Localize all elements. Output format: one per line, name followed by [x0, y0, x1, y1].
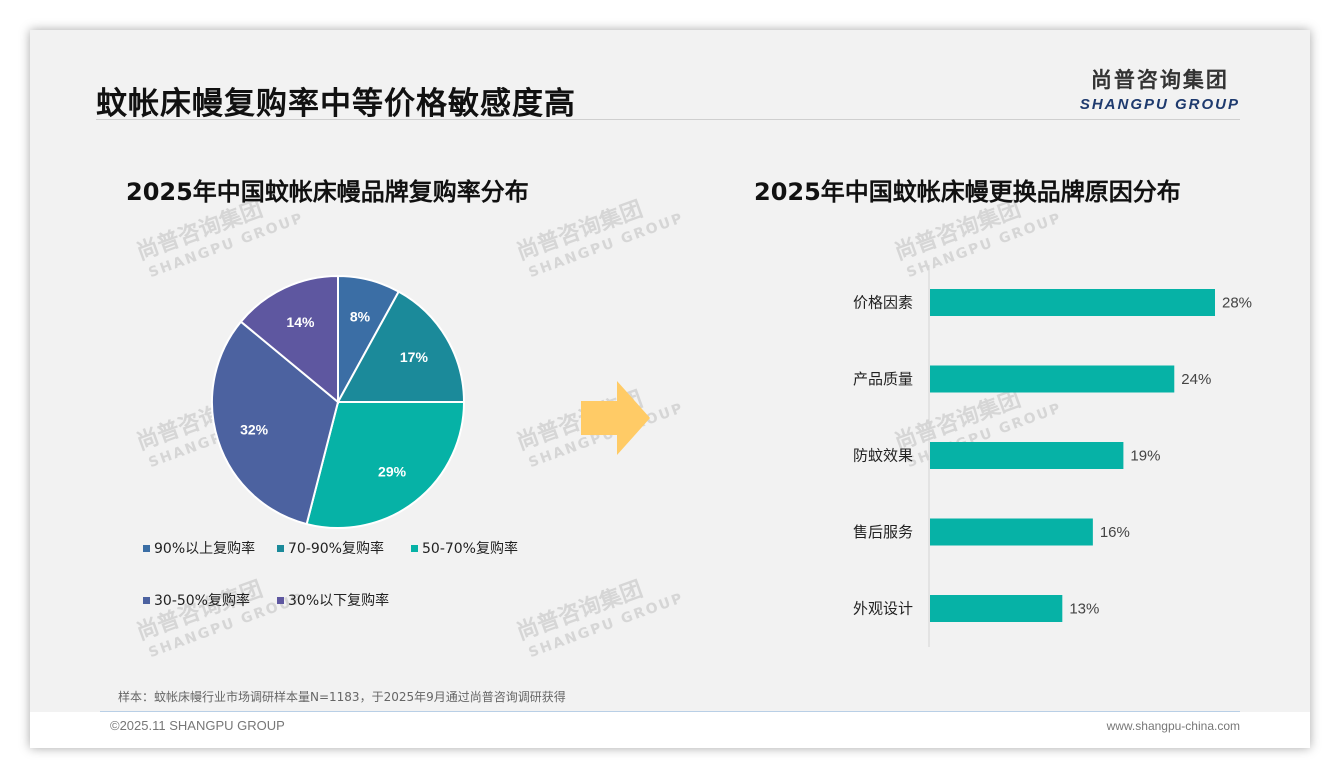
footer-divider — [100, 711, 1240, 712]
legend-item: 70-90%复购率 — [277, 538, 384, 558]
bar — [930, 365, 1175, 393]
legend-item: 50-70%复购率 — [411, 538, 518, 558]
legend-label: 30%以下复购率 — [288, 593, 390, 609]
footer-copyright: ©2025.11 SHANGPU GROUP — [110, 718, 285, 733]
pie-chart: 8% 17% 29% 32% 14% — [211, 274, 466, 529]
bar-category-label: 售后服务 — [853, 523, 913, 541]
slide: 蚊帐床幔复购率中等价格敏感度高 尚普咨询集团 SHANGPU GROUP 尚普咨… — [30, 30, 1310, 748]
bar-chart: 价格因素 28% 产品质量 24% 防蚊效果 19% 售后服务 16% 外观设计 13% — [853, 265, 1252, 647]
legend-swatch — [411, 545, 418, 552]
legend-swatch — [143, 597, 150, 604]
legend-label: 50-70%复购率 — [422, 541, 518, 557]
arrow — [581, 381, 650, 455]
logo: 尚普咨询集团 SHANGPU GROUP — [1080, 64, 1240, 113]
bar — [930, 442, 1124, 469]
legend-label: 30-50%复购率 — [154, 593, 250, 609]
pie-data-label: 17% — [400, 349, 429, 365]
pie-slice-2 — [336, 290, 466, 403]
pie-slice-4 — [211, 320, 340, 526]
bar-category-label: 价格因素 — [853, 294, 913, 312]
pie-data-label: 32% — [240, 421, 269, 437]
logo-en: SHANGPU GROUP — [1079, 96, 1240, 113]
logo-cn: 尚普咨询集团 — [1090, 68, 1229, 92]
footer-website: www.shangpu-china.com — [1106, 719, 1240, 733]
title-divider — [96, 119, 1240, 120]
bar-chart-title: 2025年中国蚊帐床幔更换品牌原因分布 — [754, 178, 1181, 206]
bar — [930, 289, 1215, 316]
legend-label: 70-90%复购率 — [288, 541, 384, 557]
bar-category-label: 防蚊效果 — [853, 447, 913, 465]
pie-slice-5 — [239, 274, 339, 405]
right-arrow-icon — [581, 381, 650, 455]
legend-swatch — [143, 545, 150, 552]
legend-swatch — [277, 597, 284, 604]
bar — [930, 595, 1063, 622]
pie-slice-3 — [305, 401, 466, 529]
bar-data-label: 13% — [1069, 601, 1099, 618]
legend-swatch — [277, 545, 284, 552]
bar-category-label: 外观设计 — [853, 600, 913, 618]
page-title: 蚊帐床幔复购率中等价格敏感度高 — [96, 86, 576, 122]
bar-data-label: 24% — [1181, 371, 1211, 388]
bar-category-label: 产品质量 — [853, 370, 913, 388]
sample-note: 样本：蚊帐床幔行业市场调研样本量N=1183，于2025年9月通过尚普咨询调研获… — [118, 690, 566, 704]
legend-item: 90%以上复购率 — [143, 538, 255, 558]
bar-data-label: 16% — [1100, 524, 1130, 541]
bar — [930, 518, 1093, 546]
pie-chart-title: 2025年中国蚊帐床幔品牌复购率分布 — [126, 178, 529, 206]
bar-data-label: 28% — [1222, 295, 1252, 312]
legend-item: 30%以下复购率 — [277, 590, 389, 610]
pie-data-label: 29% — [378, 464, 407, 480]
legend-item: 30-50%复购率 — [143, 590, 250, 610]
footer — [30, 712, 1310, 748]
pie-data-label: 14% — [286, 314, 315, 330]
pie-data-label: 8% — [350, 309, 371, 325]
bar-data-label: 19% — [1130, 448, 1160, 465]
legend-label: 90%以上复购率 — [154, 541, 256, 557]
